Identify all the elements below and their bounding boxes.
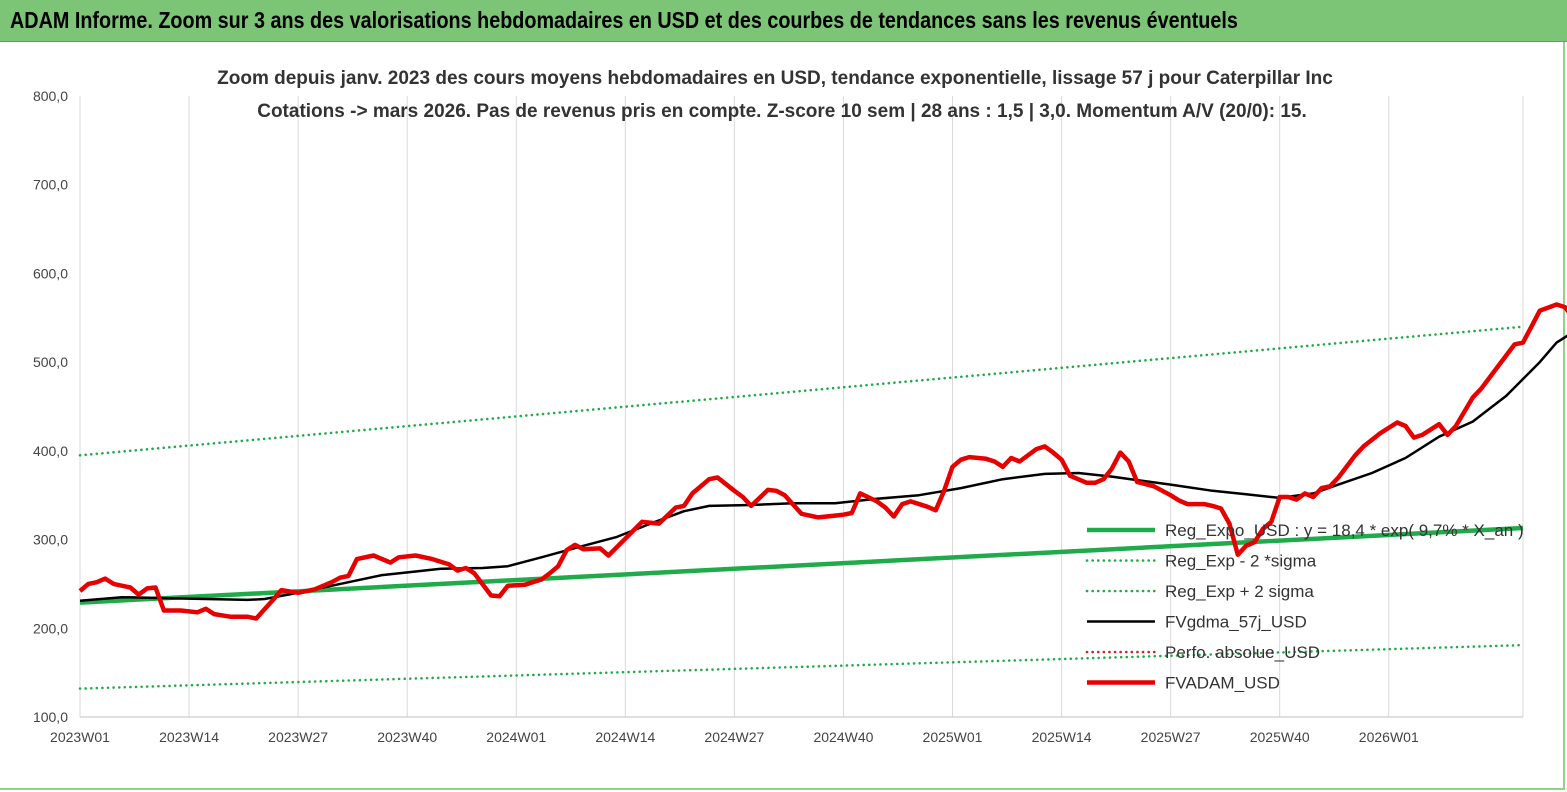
x-tick-label: 2024W27 [704,729,764,745]
legend-label: Reg_Exp - 2 *sigma [1165,552,1317,571]
series [78,302,1567,690]
y-tick-label: 100,0 [33,709,68,725]
series-line-fvgdma-57j-usd [79,334,1567,603]
grid [79,96,1524,717]
legend-label: Reg_Expo_USD : y = 18,4 * exp( 9,7% * X_… [1165,521,1524,540]
report-banner: ADAM Informe. Zoom sur 3 ans des valoris… [0,0,1567,42]
chart-subtitle: Cotations -> mars 2026. Pas de revenus p… [257,101,1307,122]
series-line-reg-exp-2-sigma [78,325,1525,457]
x-tick-label: 2025W01 [923,729,983,745]
x-tick-label: 2025W14 [1032,729,1092,745]
legend: Reg_Expo_USD : y = 18,4 * exp( 9,7% * X_… [1085,521,1524,693]
y-tick-label: 400,0 [33,443,68,459]
legend-label: FVgdma_57j_USD [1165,613,1307,632]
y-tick-label: 300,0 [33,532,68,548]
chart-title: Zoom depuis janv. 2023 des cours moyens … [217,68,1333,89]
x-tick-label: 2026W01 [1359,729,1419,745]
chart-frame [0,42,1565,790]
legend-label: Reg_Exp + 2 sigma [1165,582,1314,601]
x-tick-label: 2023W01 [50,729,110,745]
x-tick-label: 2023W40 [377,729,437,745]
x-tick-label: 2023W27 [268,729,328,745]
x-tick-label: 2024W40 [813,729,873,745]
x-tick-label: 2023W14 [159,729,219,745]
axes: 2023W01 2023W14 2023W27 2023W40 2024W01 2024W… [33,88,1523,745]
x-tick-label: 2024W14 [595,729,655,745]
y-tick-label: 800,0 [33,88,68,104]
y-tick-label: 500,0 [33,354,68,370]
legend-label: Perfo. absolue_USD [1165,643,1320,662]
legend-label: FVADAM_USD [1165,674,1280,693]
y-tick-label: 200,0 [33,620,68,636]
y-tick-label: 600,0 [33,265,68,281]
series-line-reg-expo-usd-y-18-4-exp-9-7-x-an [79,525,1524,605]
x-tick-label: 2025W27 [1141,729,1201,745]
x-tick-label: 2025W40 [1250,729,1310,745]
y-tick-label: 700,0 [33,177,68,193]
series-line-reg-exp-2-sigma [78,643,1525,690]
x-tick-label: 2024W01 [486,729,546,745]
report-title: ADAM Informe. Zoom sur 3 ans des valoris… [10,7,1238,33]
series-line-fvadam-usd [78,302,1567,621]
